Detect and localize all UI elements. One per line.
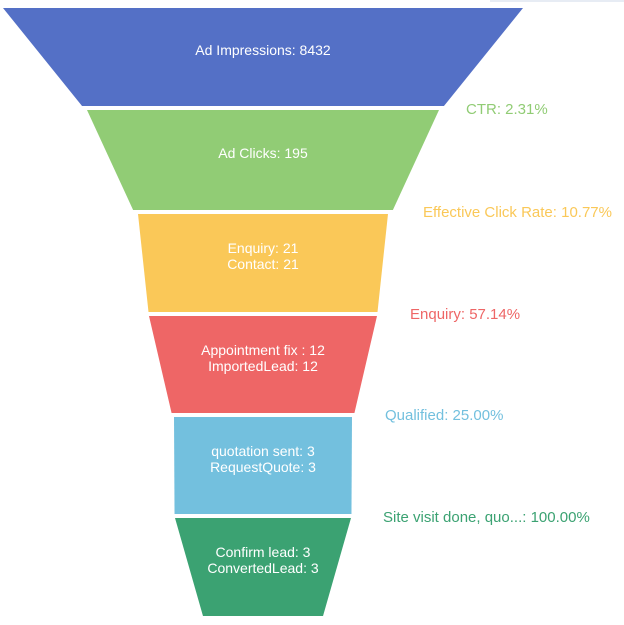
funnel-stage-enquiry-contact[interactable]: Enquiry: 21 Contact: 21 <box>138 214 388 312</box>
stage-label-enquiry-contact: Enquiry: 21 Contact: 21 <box>227 240 299 272</box>
stage-label-line: ConvertedLead: 3 <box>207 560 319 576</box>
funnel-stage-ad-clicks[interactable]: Ad Clicks: 195 <box>87 110 439 210</box>
stage-label-quotation-requestquote: quotation sent: 3 RequestQuote: 3 <box>210 443 316 475</box>
stage-label-line: Ad Clicks: 195 <box>218 145 308 161</box>
stage-label-line: RequestQuote: 3 <box>210 458 316 475</box>
stage-label-line: Confirm lead: 3 <box>215 544 311 560</box>
stage-label-line: quotation sent: 3 <box>211 442 315 459</box>
funnel-stage-confirm-converted[interactable]: Confirm lead: 3 ConvertedLead: 3 <box>175 518 351 616</box>
stage-label-ad-clicks: Ad Clicks: 195 <box>218 145 307 161</box>
conversion-label-qualified: Qualified: 25.00% <box>385 407 504 424</box>
stage-label-line: Appointment fix : 12 <box>201 341 325 358</box>
stage-label-line: Contact: 21 <box>227 256 299 272</box>
stage-label-confirm-converted: Confirm lead: 3 ConvertedLead: 3 <box>207 544 318 576</box>
funnel-stage-appointment-importedlead[interactable]: Appointment fix : 12 ImportedLead: 12 <box>149 316 377 413</box>
conversion-label-site-visit: Site visit done, quo...: 100.00% <box>383 509 590 526</box>
stage-label-line: Enquiry: 21 <box>227 240 299 256</box>
funnel-stage-ad-impressions[interactable]: Ad Impressions: 8432 <box>3 8 523 106</box>
top-edge-line <box>490 0 624 2</box>
stage-label-ad-impressions: Ad Impressions: 8432 <box>195 42 330 58</box>
stage-label-appointment-importedlead: Appointment fix : 12 ImportedLead: 12 <box>201 342 325 374</box>
funnel-stage-quotation-requestquote[interactable]: quotation sent: 3 RequestQuote: 3 <box>174 417 352 514</box>
conversion-label-enquiry: Enquiry: 57.14% <box>410 306 521 323</box>
conversion-label-ctr: CTR: 2.31% <box>466 101 548 118</box>
stage-label-line: ImportedLead: 12 <box>208 357 318 374</box>
stage-label-line: Ad Impressions: 8432 <box>195 42 331 58</box>
conversion-label-effective-click-rate: Effective Click Rate: 10.77% <box>423 204 612 221</box>
